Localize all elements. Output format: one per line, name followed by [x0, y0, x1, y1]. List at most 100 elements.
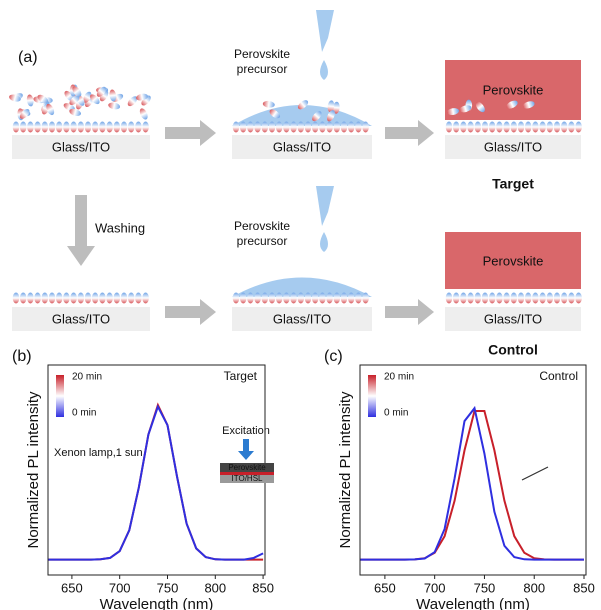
process-arrow	[165, 299, 216, 325]
process-arrow	[67, 195, 95, 266]
molecule	[518, 122, 525, 133]
excitation-label: Excitation	[222, 425, 270, 437]
molecule	[240, 122, 247, 133]
molecule	[247, 122, 254, 133]
molecule	[348, 293, 355, 304]
molecule	[475, 293, 482, 304]
molecule	[305, 122, 312, 133]
molecule	[446, 122, 453, 133]
molecule	[482, 122, 489, 133]
y-axis-title: Normalized PL intensity	[25, 391, 42, 549]
molecule	[92, 293, 99, 304]
light-label: Xenon lamp,1 sun	[54, 447, 143, 459]
molecule	[254, 293, 261, 304]
molecule	[568, 293, 575, 304]
y-axis-title: Normalized PL intensity	[337, 391, 354, 549]
molecule	[532, 122, 539, 133]
molecule	[142, 122, 149, 133]
x-tick-label: 850	[573, 580, 595, 595]
molecule	[262, 122, 269, 133]
panel-label: (c)	[324, 348, 343, 365]
x-tick-label: 700	[109, 580, 131, 595]
molecule	[106, 293, 113, 304]
molecule	[49, 293, 56, 304]
sample-label: Target	[492, 176, 534, 192]
molecule	[138, 107, 149, 121]
molecule	[298, 122, 305, 133]
molecule	[85, 293, 92, 304]
molecule	[56, 293, 63, 304]
molecule	[575, 122, 582, 133]
molecule	[283, 293, 290, 304]
molecule	[276, 293, 283, 304]
process-arrow	[385, 299, 434, 325]
x-tick-label: 750	[474, 580, 496, 595]
molecule	[26, 94, 34, 107]
molecule	[305, 293, 312, 304]
film-label: Perovskite	[483, 82, 544, 97]
molecule	[42, 293, 49, 304]
molecule	[503, 293, 510, 304]
molecule	[63, 122, 70, 133]
molecule	[262, 100, 275, 108]
molecule	[128, 293, 135, 304]
molecule	[108, 102, 121, 111]
molecule	[121, 293, 128, 304]
process-arrow	[385, 120, 434, 146]
molecule	[334, 122, 341, 133]
molecule	[460, 293, 467, 304]
molecule	[319, 122, 326, 133]
panel-a: (a) Glass/ITO Glass/ITO Glass/ITO Glass/…	[8, 0, 601, 358]
molecule	[539, 122, 546, 133]
step-label: Washing	[95, 220, 145, 235]
legend-label: 0 min	[384, 408, 408, 419]
molecule	[233, 293, 240, 304]
molecule	[42, 122, 49, 133]
trend-arrow	[522, 467, 548, 480]
molecule	[99, 293, 106, 304]
molecule	[233, 122, 240, 133]
sample-label: Control	[488, 342, 538, 358]
panel-label: (b)	[12, 348, 32, 365]
molecule	[341, 122, 348, 133]
x-axis-title: Wavelength (nm)	[416, 596, 530, 610]
molecule	[312, 122, 319, 133]
molecule	[34, 293, 41, 304]
molecule	[348, 122, 355, 133]
molecule	[319, 293, 326, 304]
molecule	[276, 122, 283, 133]
molecule	[496, 122, 503, 133]
figure: (a) Glass/ITO Glass/ITO Glass/ITO Glass/…	[0, 0, 601, 610]
molecule	[326, 122, 333, 133]
molecule	[13, 293, 20, 304]
molecule	[56, 122, 63, 133]
molecule	[547, 293, 554, 304]
pl-curve	[355, 411, 584, 560]
condition-label: Target	[224, 369, 258, 383]
legend-colorbar	[368, 375, 376, 417]
x-tick-label: 800	[523, 580, 545, 595]
x-axis-title: Wavelength (nm)	[100, 596, 214, 610]
molecule	[99, 122, 106, 133]
molecule	[63, 293, 70, 304]
charts: 650700750800850Wavelength (nm)Normalized…	[12, 348, 595, 610]
molecule	[503, 122, 510, 133]
molecule	[362, 122, 369, 133]
molecule	[575, 293, 582, 304]
molecule	[114, 122, 121, 133]
molecule	[269, 293, 276, 304]
substrate-label: Glass/ITO	[273, 139, 331, 154]
condition-label: Control	[539, 369, 578, 383]
molecule	[547, 122, 554, 133]
molecule	[13, 122, 20, 133]
pipette	[316, 10, 334, 52]
molecule	[20, 122, 27, 133]
molecule	[135, 293, 142, 304]
substrate-label: Glass/ITO	[52, 311, 110, 326]
substrate-label: Glass/ITO	[273, 311, 331, 326]
molecule	[355, 293, 362, 304]
molecule	[539, 293, 546, 304]
molecule	[269, 122, 276, 133]
molecule	[554, 122, 561, 133]
process-arrow	[165, 120, 216, 146]
